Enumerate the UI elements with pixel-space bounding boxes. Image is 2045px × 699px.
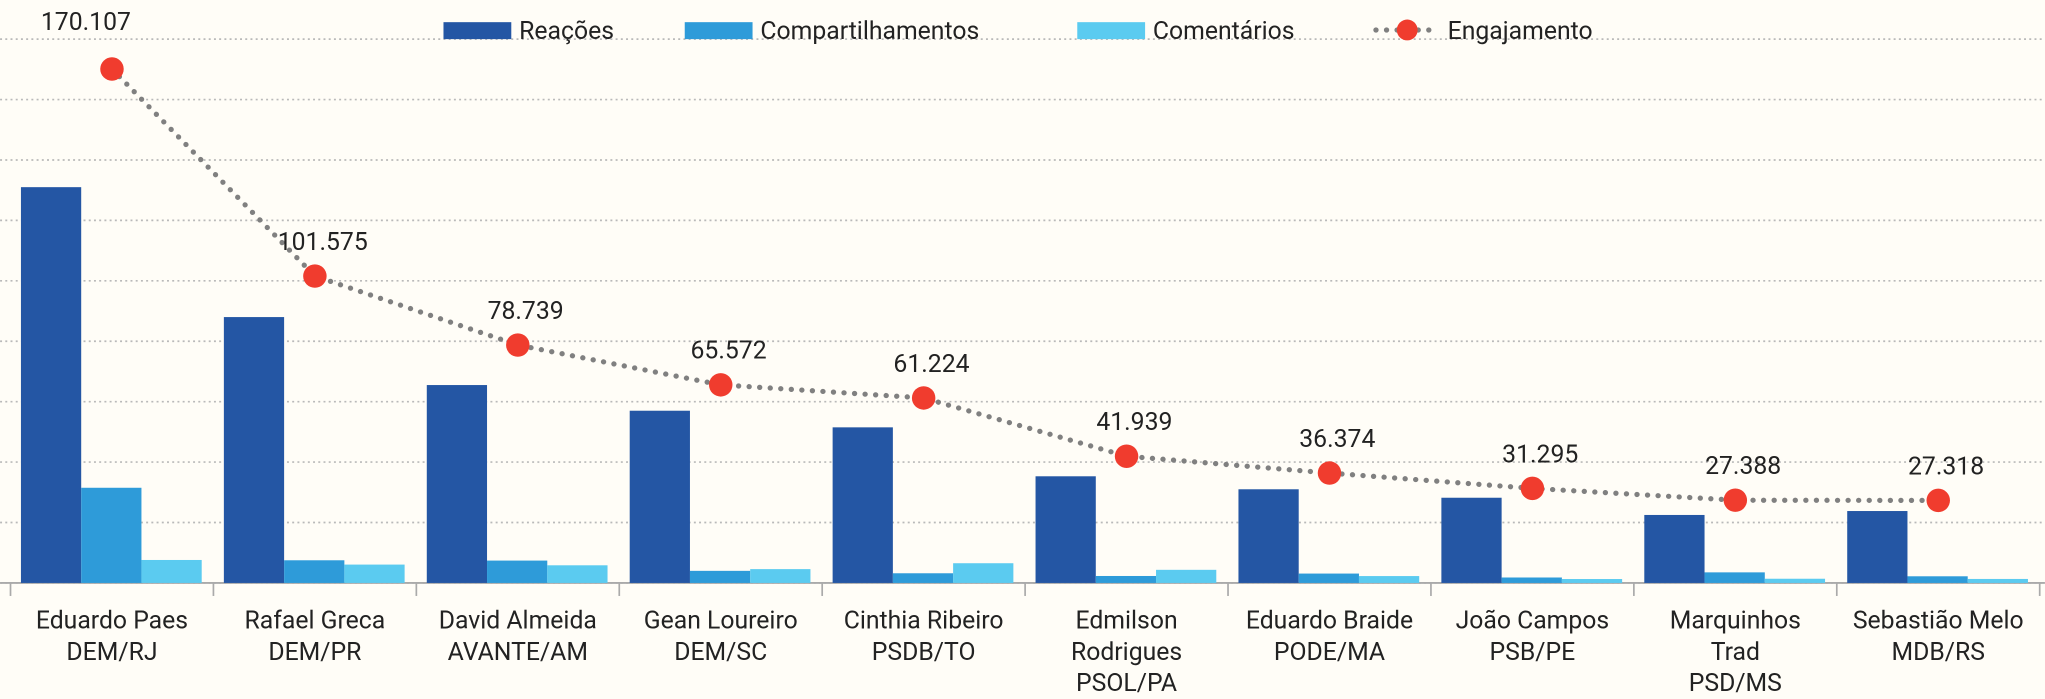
engagement-marker (911, 386, 936, 410)
engagement-marker (1114, 444, 1139, 468)
bar (1238, 489, 1299, 583)
bar (689, 570, 751, 583)
x-tick-label-line: PSOL/PA (1076, 669, 1177, 698)
x-tick-label-line: MDB/RS (1891, 638, 1985, 667)
bar (1764, 578, 1826, 583)
grid (0, 38, 2045, 584)
data-label: 170.107 (41, 8, 131, 37)
bar (426, 385, 488, 583)
bar (1561, 579, 1623, 583)
bar (547, 565, 608, 583)
bar (1704, 572, 1765, 583)
bars (20, 187, 2028, 583)
bar (223, 317, 285, 583)
bar (141, 559, 202, 583)
bar (1644, 514, 1705, 583)
x-tick-label-line: Marquinhos (1670, 607, 1801, 636)
x-tick-label-line: Gean Loureiro (644, 607, 798, 636)
bar (832, 427, 893, 583)
legend: Reações Compartilhamentos Comentários Engaj… (443, 17, 1593, 46)
x-tick-label-line: Edmilson (1075, 607, 1177, 636)
legend-label: Reações (519, 17, 614, 46)
legend-label: Compartilhamentos (760, 17, 979, 46)
x-tick-label: João Campos PSB/PE (1456, 607, 1610, 667)
bar (750, 569, 811, 583)
bar (892, 573, 954, 583)
x-tick-label: Rafael Greca DEM/PR (245, 607, 386, 667)
engagement-marker (1317, 461, 1342, 485)
engagement-marker (100, 57, 124, 81)
bar (487, 560, 548, 583)
data-label: 61.224 (893, 350, 969, 379)
data-label: 36.374 (1299, 425, 1375, 454)
legend-marker (1396, 19, 1418, 41)
x-tick-label-line: Trad (1711, 638, 1760, 667)
bar (953, 563, 1014, 583)
x-tick-label: Marquinhos Trad PSD/MS (1670, 607, 1801, 699)
bar (1298, 573, 1359, 583)
legend-label: Engajamento (1448, 17, 1593, 46)
legend-swatch (1077, 22, 1146, 40)
data-label: 65.572 (690, 337, 766, 366)
engagement-marker (1926, 488, 1950, 513)
bar (344, 564, 405, 583)
bar (1907, 576, 1968, 583)
bar (1967, 578, 2028, 583)
x-tick-label: David Almeida AVANTE/AM (439, 607, 597, 667)
x-tick-label-line: DEM/SC (674, 638, 767, 667)
x-tick-label: Eduardo Paes DEM/RJ (36, 607, 188, 667)
x-tick-label-line: Cinthia Ribeiro (844, 607, 1004, 636)
x-tick-label-line: PSB/PE (1490, 638, 1576, 667)
bar (1441, 497, 1502, 583)
engagement-marker (506, 333, 530, 357)
bar (81, 487, 142, 583)
legend-swatch (684, 22, 753, 40)
x-tick-label: Eduardo Braide PODE/MA (1246, 607, 1413, 667)
data-label: 27.388 (1705, 452, 1781, 481)
data-label: 27.318 (1908, 452, 1984, 481)
x-tick-label-line: PSDB/TO (872, 638, 976, 667)
x-tick-label-line: DEM/RJ (66, 638, 157, 667)
engagement-marker (708, 373, 733, 397)
engagement-marker (1520, 476, 1545, 501)
x-tick-label: Edmilson Rodrigues PSOL/PA (1071, 607, 1182, 699)
engagement-marker (303, 264, 327, 288)
x-tick-label-line: AVANTE/AM (448, 638, 588, 667)
x-tick-label-line: DEM/PR (268, 638, 361, 667)
bar (629, 410, 690, 583)
bar (1501, 577, 1562, 583)
x-tick-label: Sebastião Melo MDB/RS (1853, 607, 2024, 667)
x-tick-label-line: Rodrigues (1071, 638, 1182, 667)
x-tick-label-line: Rafael Greca (245, 607, 386, 636)
bar (1358, 576, 1420, 583)
engagement-marker (1723, 488, 1748, 512)
data-label: 78.739 (488, 297, 564, 326)
bar (284, 560, 345, 583)
x-tick-label-line: Eduardo Paes (36, 607, 188, 636)
data-label: 101.575 (278, 228, 368, 257)
bar (1156, 569, 1217, 583)
legend-label: Comentários (1153, 17, 1295, 46)
x-tick-label-line: João Campos (1456, 607, 1610, 636)
bar (1095, 575, 1157, 583)
x-tick-label-line: Eduardo Braide (1246, 607, 1413, 636)
x-labels: Eduardo Paes DEM/RJ Rafael Greca DEM/PR Davi… (9, 582, 2041, 699)
data-label: 31.295 (1502, 440, 1578, 469)
x-tick-label-line: PSD/MS (1689, 669, 1782, 698)
line-layer: 170.107 101.575 78.739 65.572 61.224 41.939 36… (41, 8, 1984, 513)
x-tick-label: Gean Loureiro DEM/SC (644, 607, 798, 667)
x-tick-label-line: PODE/MA (1274, 638, 1385, 667)
legend-swatch (443, 22, 512, 40)
x-tick-label-line: David Almeida (439, 607, 597, 636)
x-tick-label: Cinthia Ribeiro PSDB/TO (844, 607, 1004, 667)
bar (1035, 476, 1096, 583)
data-label: 41.939 (1096, 408, 1172, 437)
bar (1847, 511, 1908, 583)
x-tick-label-line: Sebastião Melo (1853, 607, 2024, 636)
bar (20, 187, 82, 583)
